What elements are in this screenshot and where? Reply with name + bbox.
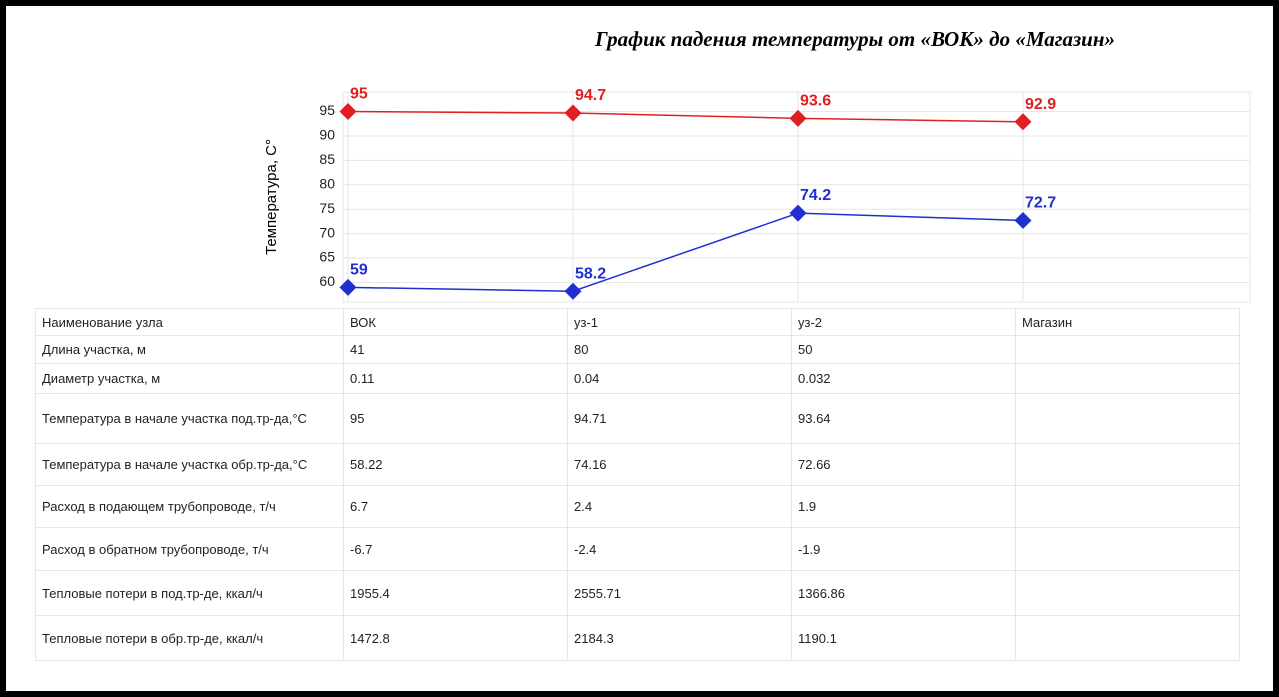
table-cell xyxy=(1015,443,1240,486)
table-cell: 2.4 xyxy=(567,485,792,528)
y-axis-label: Температура, С° xyxy=(263,139,280,255)
table-cell: -6.7 xyxy=(343,527,568,571)
table-row: Расход в подающем трубопроводе, т/ч 6.7 2.… xyxy=(35,485,1240,528)
table-cell: 72.66 xyxy=(791,443,1016,486)
value-label: 94.7 xyxy=(575,87,606,104)
table-row: Температура в начале участка под.тр-да,°… xyxy=(35,393,1240,444)
table-cell: 93.64 xyxy=(791,393,1016,444)
table-cell xyxy=(1015,335,1240,364)
table-row: Температура в начале участка обр.тр-да,°… xyxy=(35,443,1240,486)
table-row: Тепловые потери в обр.тр-де, ккал/ч 1472.… xyxy=(35,615,1240,661)
table-cell xyxy=(1015,615,1240,661)
y-tick-label: 70 xyxy=(319,224,335,240)
y-tick-label: 85 xyxy=(319,151,335,167)
table-cell: 41 xyxy=(343,335,568,364)
table-cell: 0.032 xyxy=(791,363,1016,394)
table-cell: 2555.71 xyxy=(567,570,792,616)
value-label: 93.6 xyxy=(800,92,831,109)
series-line xyxy=(347,212,1024,293)
marker xyxy=(789,204,807,222)
table-cell: 1366.86 xyxy=(791,570,1016,616)
table-cell: 1472.8 xyxy=(343,615,568,661)
table-cell: 1190.1 xyxy=(791,615,1016,661)
y-tick-label: 80 xyxy=(319,175,335,191)
table-cell: Расход в подающем трубопроводе, т/ч xyxy=(35,485,344,528)
table-row: Диаметр участка, м 0.11 0.04 0.032 xyxy=(35,363,1240,394)
plot: 60 65 70 75 80 85 90 95 95 94.7 93.6 92.9 59 58.2 74.2… xyxy=(319,86,1251,303)
table-cell: 94.71 xyxy=(567,393,792,444)
table-cell: -1.9 xyxy=(791,527,1016,571)
chart-title: График падения температуры от «ВОК» до «… xyxy=(594,27,1115,51)
table-cell: 1955.4 xyxy=(343,570,568,616)
table-cell: 95 xyxy=(343,393,568,444)
marker xyxy=(564,282,582,300)
value-label: 58.2 xyxy=(575,265,606,282)
value-label: 72.7 xyxy=(1025,194,1056,211)
table-cell: уз-1 xyxy=(567,308,792,336)
table-cell: 1.9 xyxy=(791,485,1016,528)
value-label: 59 xyxy=(350,261,368,278)
table-cell: Тепловые потери в обр.тр-де, ккал/ч xyxy=(35,615,344,661)
y-tick-label: 65 xyxy=(319,249,335,265)
marker xyxy=(1014,113,1032,131)
y-tick-label: 60 xyxy=(319,273,335,289)
value-label: 92.9 xyxy=(1025,96,1056,113)
table-cell: Тепловые потери в под.тр-де, ккал/ч xyxy=(35,570,344,616)
table-cell: Температура в начале участка под.тр-да,°… xyxy=(35,393,344,444)
table-cell: 2184.3 xyxy=(567,615,792,661)
y-tick-label: 95 xyxy=(319,102,335,118)
table-cell xyxy=(1015,527,1240,571)
marker xyxy=(789,109,807,127)
table-cell: Длина участка, м xyxy=(35,335,344,364)
marker xyxy=(564,104,582,122)
table-cell: 0.11 xyxy=(343,363,568,394)
table-row: Наименование узла ВОК уз-1 уз-2 Магазин xyxy=(35,308,1240,336)
table-cell: ВОК xyxy=(343,308,568,336)
table-cell: Наименование узла xyxy=(35,308,344,336)
table-row: Расход в обратном трубопроводе, т/ч -6.7-… xyxy=(35,527,1240,571)
y-tick-label: 75 xyxy=(319,200,335,216)
table-cell: 6.7 xyxy=(343,485,568,528)
table-cell: Расход в обратном трубопроводе, т/ч xyxy=(35,527,344,571)
table-row: Длина участка, м 41 80 50 xyxy=(35,335,1240,364)
y-tick-label: 90 xyxy=(319,127,335,143)
table-cell: 50 xyxy=(791,335,1016,364)
data-table: Наименование узла ВОК уз-1 уз-2 Магазин Длина… xyxy=(35,308,1240,661)
table-cell: Диаметр участка, м xyxy=(35,363,344,394)
value-label: 95 xyxy=(350,86,368,103)
table-cell: Магазин xyxy=(1015,308,1240,336)
table-cell: -2.4 xyxy=(567,527,792,571)
marker xyxy=(1014,211,1032,229)
series-line xyxy=(347,110,1024,123)
marker xyxy=(339,103,357,121)
value-label: 74.2 xyxy=(800,187,831,204)
table-cell: Температура в начале участка обр.тр-да,°… xyxy=(35,443,344,486)
table-cell: 80 xyxy=(567,335,792,364)
table-row: Тепловые потери в под.тр-де, ккал/ч 1955.… xyxy=(35,570,1240,616)
table-cell xyxy=(1015,363,1240,394)
table-cell xyxy=(1015,485,1240,528)
table-cell xyxy=(1015,393,1240,444)
table-cell: 74.16 xyxy=(567,443,792,486)
marker xyxy=(339,278,357,296)
table-cell xyxy=(1015,570,1240,616)
plot-area xyxy=(342,91,1251,303)
table-cell: 0.04 xyxy=(567,363,792,394)
table-cell: 58.22 xyxy=(343,443,568,486)
table-cell: уз-2 xyxy=(791,308,1016,336)
